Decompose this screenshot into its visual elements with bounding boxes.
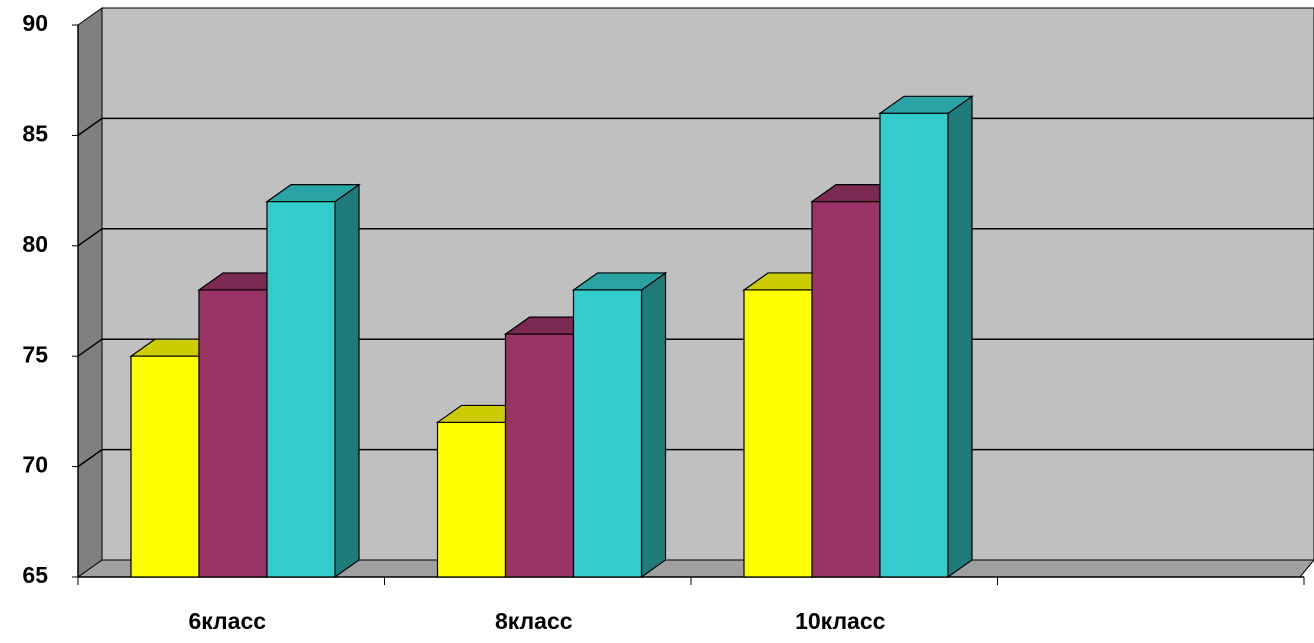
bar-front [130, 355, 200, 578]
y-tick-label: 65 [22, 562, 48, 588]
bar [878, 95, 974, 579]
bar-front [879, 112, 949, 578]
bar-front [198, 289, 268, 578]
bar-front [504, 333, 575, 578]
grid-line-side [77, 117, 103, 137]
y-tick-label: 90 [22, 10, 48, 36]
bar-side [334, 183, 360, 579]
bar-front [572, 289, 643, 578]
grid-line-side [77, 338, 103, 357]
grid-line-side [77, 448, 103, 468]
grid-line-side [77, 228, 103, 247]
bar-front [811, 201, 881, 578]
x-tick-label: 10класс [795, 608, 886, 634]
bar [571, 271, 668, 579]
x-tick-label: 6класс [188, 608, 266, 634]
bar-front [436, 421, 507, 578]
y-tick-label: 85 [22, 120, 48, 146]
side-wall [77, 7, 103, 578]
x-tick-label: 8класс [495, 608, 573, 634]
bar-front [743, 289, 813, 578]
bar-front [266, 201, 336, 578]
bar-side [947, 95, 973, 579]
bar [265, 183, 361, 579]
y-tick-label: 70 [22, 452, 48, 478]
bar-side [640, 271, 667, 579]
y-tick-label: 75 [22, 341, 48, 367]
y-tick-label: 80 [22, 231, 48, 257]
